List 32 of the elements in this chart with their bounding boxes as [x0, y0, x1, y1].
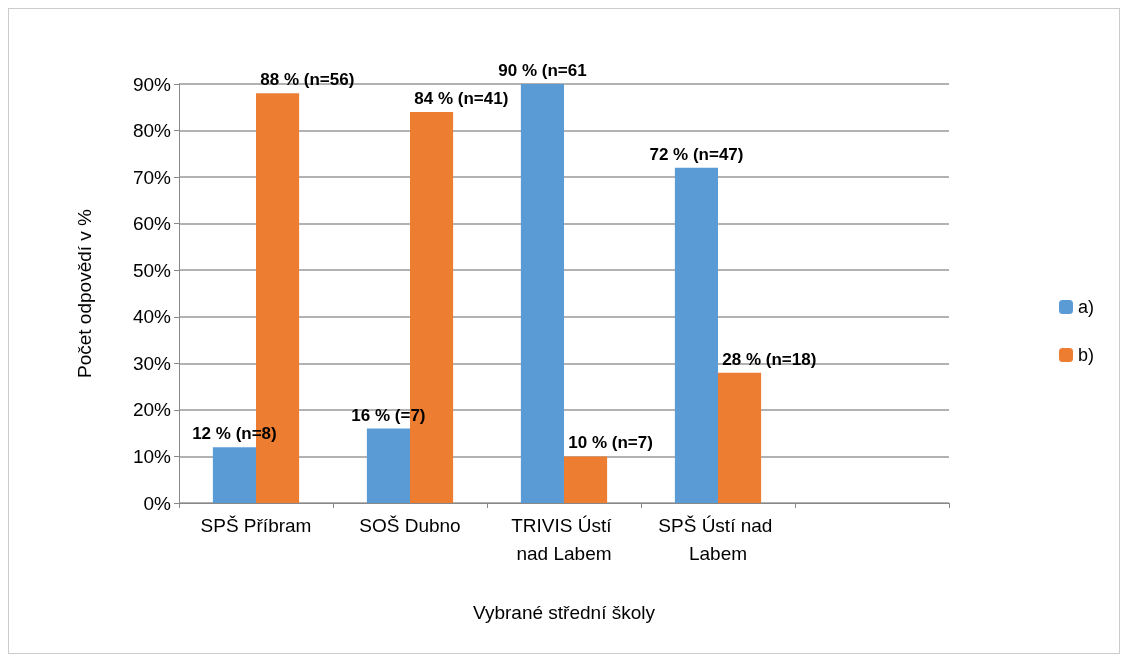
x-axis-title: Vybrané střední školy — [473, 602, 656, 623]
bar — [564, 456, 608, 503]
data-label: 10 % (n=7) — [568, 433, 653, 453]
y-tick-label: 40% — [132, 306, 172, 328]
y-tick-label: 50% — [132, 259, 172, 281]
x-tick-label: SPŠ Ústí nad Labem — [658, 514, 778, 564]
data-label: 12 % (n=8) — [192, 424, 277, 444]
x-tick-label: SOŠ Dubno — [359, 514, 461, 536]
y-tick-label: 10% — [132, 445, 172, 467]
y-tick-label: 0% — [143, 492, 172, 514]
y-tick-label: 90% — [132, 73, 172, 95]
data-label: 28 % (n=18) — [722, 349, 817, 369]
bar — [212, 447, 256, 503]
data-label: 90 % (n=61 — [498, 61, 587, 80]
legend-label: b) — [1078, 345, 1095, 365]
data-label: 16 % (=7) — [351, 405, 426, 425]
x-tick-label: TRIVIS Ústí nad Labem — [511, 514, 617, 564]
y-tick-label: 20% — [132, 399, 172, 421]
bar — [674, 167, 718, 503]
y-tick-label: 60% — [132, 213, 172, 235]
x-tick-label: SPŠ Příbram — [200, 514, 312, 536]
data-label: 84 % (n=41) — [414, 88, 509, 108]
y-tick-label: 80% — [132, 120, 172, 142]
data-label: 72 % (n=47) — [649, 144, 744, 164]
legend-label: a) — [1078, 297, 1095, 317]
y-tick-label: 30% — [132, 352, 172, 374]
bar — [366, 428, 410, 503]
data-label: 88 % (n=56) — [260, 70, 355, 90]
y-tick-label: 70% — [132, 166, 172, 188]
y-axis-title: Počet odpovědí v % — [74, 208, 95, 378]
bar — [718, 372, 762, 503]
bar — [520, 84, 564, 503]
